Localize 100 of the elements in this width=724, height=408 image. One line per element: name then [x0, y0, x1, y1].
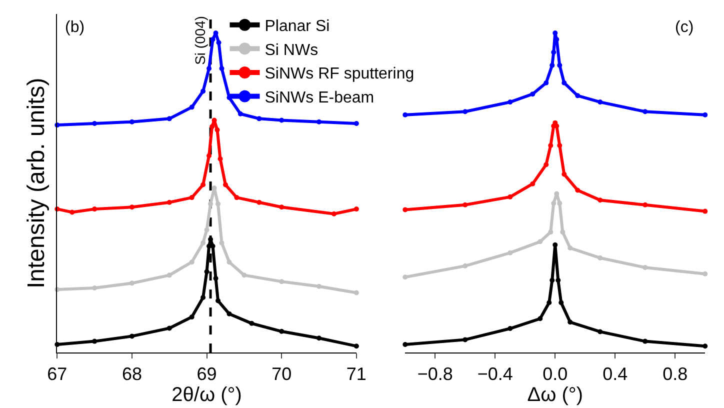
point [550, 62, 555, 68]
point [166, 272, 172, 278]
x-tick-label: −0.8 [417, 364, 453, 384]
point [575, 188, 580, 193]
x-tick-label: 69 [196, 364, 217, 384]
point [702, 208, 708, 214]
x-tick-label: −0.4 [477, 364, 513, 384]
point [210, 36, 216, 42]
legend-label: Planar Si [264, 18, 330, 36]
point [331, 211, 336, 216]
point [316, 336, 322, 341]
point [508, 194, 513, 200]
point [598, 100, 603, 105]
point [242, 272, 247, 278]
point [560, 230, 566, 235]
x-tick-label: 0.4 [602, 364, 628, 384]
point [234, 195, 240, 200]
point [354, 344, 359, 349]
point [642, 202, 648, 208]
point [219, 240, 224, 246]
point [462, 263, 468, 268]
point [552, 242, 558, 248]
point [279, 118, 284, 123]
point [200, 295, 206, 300]
point [189, 260, 194, 265]
point [219, 66, 224, 72]
point [210, 124, 215, 130]
point [70, 210, 75, 215]
point [538, 316, 543, 322]
point [568, 246, 573, 251]
point [226, 311, 232, 316]
point [216, 40, 222, 46]
annotation: (b) [65, 19, 85, 36]
point [200, 182, 206, 188]
point [204, 269, 210, 274]
point [206, 66, 212, 72]
point [129, 119, 134, 124]
annotation: (c) [675, 19, 694, 36]
point [544, 80, 549, 86]
point [538, 239, 543, 244]
point [213, 276, 218, 281]
point [279, 279, 284, 284]
point [556, 278, 561, 283]
point [189, 195, 194, 200]
point [402, 207, 408, 212]
point [551, 200, 556, 206]
point [166, 200, 172, 205]
point [642, 109, 648, 114]
point [129, 204, 134, 210]
point [508, 326, 513, 332]
point [530, 181, 536, 186]
point [548, 230, 554, 235]
point [256, 116, 262, 122]
point [316, 284, 322, 289]
point [249, 320, 254, 326]
x-tick-label: 67 [47, 364, 68, 384]
point [316, 119, 322, 124]
point [208, 201, 214, 206]
point [568, 320, 573, 325]
point [214, 127, 220, 132]
y-axis-title: Intensity (arb. units) [23, 78, 50, 289]
point [92, 206, 98, 212]
point [166, 326, 172, 331]
point [279, 328, 284, 334]
point [642, 338, 648, 344]
point [200, 88, 206, 94]
legend-label: SiNWs E-beam [264, 90, 374, 106]
point [702, 344, 708, 349]
point [544, 162, 549, 168]
point [238, 111, 243, 116]
point [548, 143, 554, 148]
x-axis-title: 2θ/ω (°) [172, 384, 242, 406]
point [402, 112, 408, 118]
point [166, 116, 172, 122]
point [558, 300, 564, 306]
point [92, 285, 98, 290]
point [530, 92, 536, 97]
point [557, 143, 562, 148]
point [508, 250, 513, 256]
point [702, 271, 708, 276]
point [462, 109, 468, 114]
point [550, 278, 555, 283]
point [562, 172, 567, 177]
point [92, 120, 98, 126]
point [598, 329, 603, 334]
point [208, 236, 214, 242]
point [702, 112, 708, 118]
point [575, 93, 580, 98]
point [546, 300, 552, 306]
point [279, 204, 284, 210]
point [402, 274, 408, 280]
point [189, 314, 194, 320]
point [206, 153, 212, 158]
x-tick-label: 70 [272, 364, 292, 384]
x-axis-title: Δω (°) [527, 384, 584, 406]
legend-label: Si NWs [264, 42, 318, 59]
point [551, 50, 556, 55]
point [557, 62, 562, 68]
point [508, 100, 513, 105]
point [462, 337, 468, 342]
